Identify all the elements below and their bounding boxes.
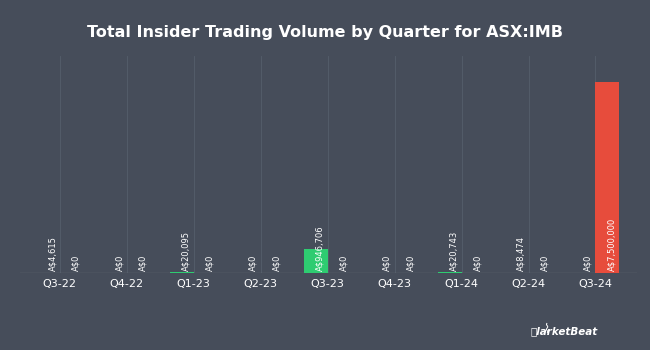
Bar bbox=[595, 82, 619, 273]
Text: A$0: A$0 bbox=[72, 255, 81, 271]
Text: A$0: A$0 bbox=[383, 255, 392, 271]
Text: A$0: A$0 bbox=[205, 255, 214, 271]
Text: A$0: A$0 bbox=[115, 255, 124, 271]
Text: A$0: A$0 bbox=[584, 255, 593, 271]
Text: A$4,615: A$4,615 bbox=[48, 236, 57, 271]
Text: A$0: A$0 bbox=[272, 255, 281, 271]
Text: A$0: A$0 bbox=[540, 255, 549, 271]
Text: A$20,743: A$20,743 bbox=[450, 231, 459, 271]
Text: A$8,474: A$8,474 bbox=[517, 236, 526, 271]
Text: A$7,500,000: A$7,500,000 bbox=[607, 218, 616, 271]
Text: A$0: A$0 bbox=[138, 255, 148, 271]
Text: A$20,095: A$20,095 bbox=[182, 231, 191, 271]
Text: A$0: A$0 bbox=[406, 255, 415, 271]
Text: A$0: A$0 bbox=[249, 255, 258, 271]
Bar bbox=[438, 272, 462, 273]
Text: A$0: A$0 bbox=[473, 255, 482, 271]
Bar bbox=[304, 249, 328, 273]
Text: ⌇: ⌇ bbox=[543, 323, 549, 336]
Text: Total Insider Trading Volume by Quarter for ASX:IMB: Total Insider Trading Volume by Quarter … bbox=[87, 25, 563, 40]
Text: ⼘larketBeat: ⼘larketBeat bbox=[531, 326, 598, 336]
Text: A$0: A$0 bbox=[339, 255, 348, 271]
Text: A$946,706: A$946,706 bbox=[316, 226, 325, 271]
